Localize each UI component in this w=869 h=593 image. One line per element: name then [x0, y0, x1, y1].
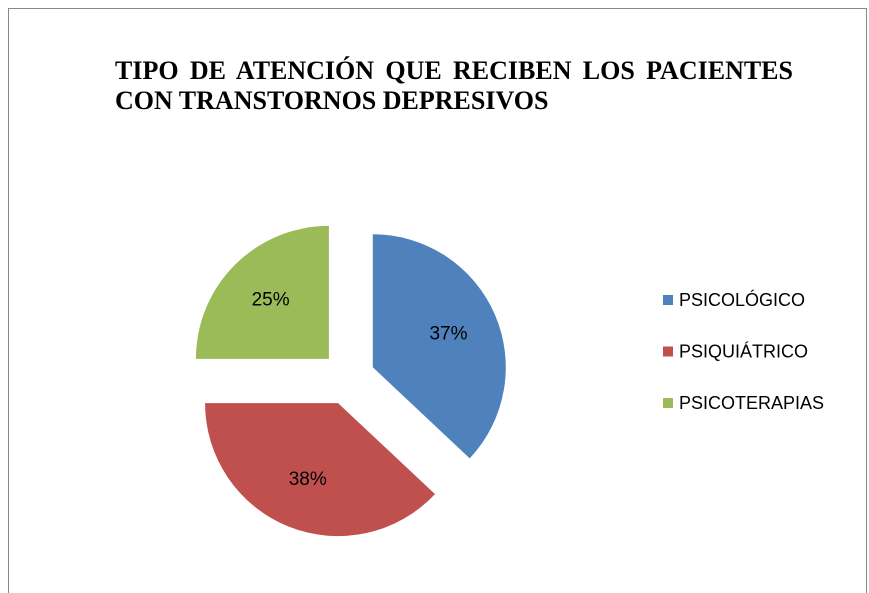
data-label: 25% [252, 290, 290, 311]
chart-border [8, 8, 867, 593]
legend-label: PSICOLÓGICO [679, 289, 805, 310]
chart-title: TIPO DE ATENCIÓN QUE RECIBEN LOS PACIENT… [115, 56, 793, 115]
data-label: 37% [429, 324, 467, 345]
legend-label: PSIQUIÁTRICO [679, 341, 808, 361]
pie-slice [372, 234, 506, 459]
pie-slice [205, 403, 436, 537]
data-label: 38% [289, 469, 327, 490]
legend-swatch [663, 295, 673, 305]
legend-label: PSICOTERAPIAS [679, 393, 824, 413]
pie-slice [195, 225, 329, 359]
legend-swatch [663, 346, 673, 357]
legend-swatch [663, 398, 673, 408]
